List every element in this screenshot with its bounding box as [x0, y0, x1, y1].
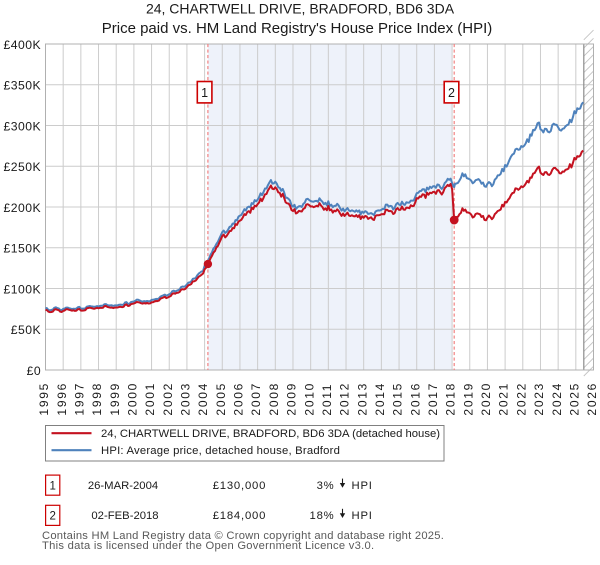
- svg-text:£0: £0: [27, 364, 42, 378]
- svg-text:2012: 2012: [338, 382, 352, 416]
- svg-text:2004: 2004: [196, 382, 210, 416]
- svg-text:2016: 2016: [408, 382, 422, 416]
- svg-text:2000: 2000: [125, 382, 139, 416]
- svg-text:£200K: £200K: [3, 201, 41, 215]
- svg-text:2006: 2006: [232, 382, 246, 416]
- svg-text:2026: 2026: [585, 382, 599, 416]
- svg-text:1995: 1995: [37, 382, 51, 416]
- svg-text:£300K: £300K: [3, 119, 41, 133]
- svg-text:2005: 2005: [214, 382, 228, 416]
- svg-text:2019: 2019: [461, 382, 475, 416]
- svg-text:1997: 1997: [72, 382, 86, 416]
- svg-text:02-FEB-2018: 02-FEB-2018: [91, 510, 158, 522]
- svg-text:2015: 2015: [391, 382, 405, 416]
- svg-text:HPI: Average price, detached h: HPI: Average price, detached house, Brad…: [101, 445, 340, 457]
- svg-text:2020: 2020: [479, 382, 493, 416]
- svg-text:2017: 2017: [426, 382, 440, 416]
- svg-text:1: 1: [49, 480, 55, 492]
- svg-text:1999: 1999: [108, 382, 122, 416]
- svg-text:1: 1: [201, 86, 208, 100]
- svg-text:Contains HM Land Registry data: Contains HM Land Registry data © Crown c…: [42, 530, 444, 542]
- svg-text:£350K: £350K: [3, 79, 41, 93]
- svg-text:2007: 2007: [249, 382, 263, 416]
- svg-text:24, CHARTWELL DRIVE, BRADFORD,: 24, CHARTWELL DRIVE, BRADFORD, BD6 3DA: [146, 0, 455, 16]
- svg-text:HPI: HPI: [352, 480, 373, 492]
- svg-text:2013: 2013: [355, 382, 369, 416]
- svg-text:2023: 2023: [532, 382, 546, 416]
- svg-text:2002: 2002: [161, 382, 175, 416]
- svg-text:£150K: £150K: [3, 242, 41, 256]
- svg-text:£50K: £50K: [11, 323, 41, 337]
- svg-text:2024: 2024: [550, 382, 564, 416]
- svg-text:2008: 2008: [267, 382, 281, 416]
- svg-text:2022: 2022: [514, 382, 528, 416]
- svg-text:Price paid vs. HM Land Registr: Price paid vs. HM Land Registry's House …: [102, 20, 493, 37]
- svg-text:24, CHARTWELL DRIVE, BRADFORD,: 24, CHARTWELL DRIVE, BRADFORD, BD6 3DA (…: [101, 428, 440, 440]
- svg-text:2018: 2018: [444, 382, 458, 416]
- svg-text:18%: 18%: [309, 510, 334, 522]
- svg-text:2021: 2021: [497, 382, 511, 416]
- svg-text:2003: 2003: [179, 382, 193, 416]
- svg-text:1996: 1996: [55, 382, 69, 416]
- svg-text:2: 2: [49, 511, 55, 523]
- svg-text:2009: 2009: [285, 382, 299, 416]
- svg-text:This data is licensed under th: This data is licensed under the Open Gov…: [42, 540, 374, 552]
- svg-text:2011: 2011: [320, 383, 334, 416]
- svg-text:2001: 2001: [143, 382, 157, 416]
- svg-text:26-MAR-2004: 26-MAR-2004: [88, 480, 158, 492]
- svg-text:£100K: £100K: [3, 282, 41, 296]
- svg-text:£184,000: £184,000: [213, 510, 267, 522]
- svg-text:2025: 2025: [567, 382, 581, 416]
- svg-text:2014: 2014: [373, 382, 387, 416]
- svg-text:£400K: £400K: [3, 38, 41, 52]
- svg-text:£250K: £250K: [3, 160, 41, 174]
- svg-text:HPI: HPI: [352, 510, 373, 522]
- svg-text:£130,000: £130,000: [213, 480, 267, 492]
- svg-text:2010: 2010: [302, 382, 316, 416]
- svg-text:2: 2: [448, 86, 455, 100]
- svg-text:3%: 3%: [317, 480, 335, 492]
- svg-text:1998: 1998: [90, 382, 104, 416]
